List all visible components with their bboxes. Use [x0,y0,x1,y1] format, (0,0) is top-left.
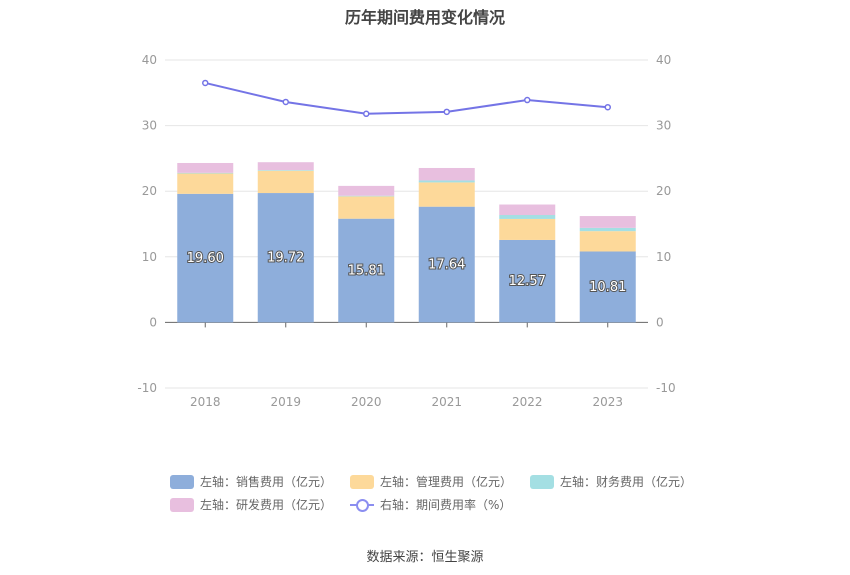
legend-swatch-expense-ratio [350,498,375,512]
legend-item-expense-ratio[interactable]: 右轴：期间费用率（%） [350,496,511,513]
bar-data-label: 17.64 [428,258,465,273]
y-axis-right-tick: 20 [656,184,671,198]
bar-segment [579,216,636,228]
bar-segment [418,182,475,207]
expense-ratio-point [202,79,209,87]
legend-swatch-rnd [170,497,194,512]
x-axis-tick-label: 2021 [431,395,462,409]
bar-segment [499,239,556,323]
legend-label-rnd: 左轴：研发费用（亿元） [200,498,333,512]
source-note: 数据来源：恒生聚源 [366,550,484,565]
expense-ratio-point [604,103,611,111]
expense-ratio-point [524,96,531,104]
y-axis-right-tick: 40 [656,53,671,67]
expense-ratio-point [282,98,289,106]
bar-segment [257,193,314,323]
y-axis-left-tick: -10 [137,381,157,395]
y-axis-left-tick: 30 [142,119,157,133]
bar-segment [338,185,395,196]
x-axis-tick-label: 2018 [190,395,221,409]
bar-segment [499,215,556,219]
bar-data-label: 10.81 [589,280,626,295]
bar-segment [177,193,234,323]
bar-segment [418,206,475,323]
x-axis-tick-label: 2022 [512,395,543,409]
y-axis-left-tick: 10 [142,250,157,264]
x-axis-tick-label: 2020 [351,395,382,409]
bar-segment [499,204,556,216]
bar-segment [338,195,395,197]
chart-legend: 左轴：销售费用（亿元） 左轴：管理费用（亿元） 左轴：财务费用（亿元） 左轴：研… [170,470,692,516]
bar-data-label: 12.57 [509,274,546,289]
legend-item-rnd[interactable]: 左轴：研发费用（亿元） [170,496,332,513]
bar-segment [338,196,395,219]
bar-segment [579,251,636,323]
bar-segment [257,170,314,171]
y-axis-left-tick: 20 [142,184,157,198]
legend-item-finance[interactable]: 左轴：财务费用（亿元） [530,473,692,490]
bar-segment [257,162,314,171]
chart-title: 历年期间费用变化情况 [344,8,505,27]
bar-segment [177,162,234,173]
legend-label-finance: 左轴：财务费用（亿元） [560,475,693,489]
bar-data-label: 19.72 [267,251,304,266]
chart-plot: -10 0 10 20 30 40 -10 0 10 20 30 40 2018 19.60 2019 19.… [137,53,676,409]
expense-ratio-point [443,108,450,116]
y-axis-right-tick: -10 [656,381,676,395]
legend-swatch-finance [530,474,555,489]
bar-segment [579,231,636,252]
legend-item-admin[interactable]: 左轴：管理费用（亿元） [350,473,512,490]
y-axis-left-tick: 0 [149,315,157,329]
bar-segment [499,218,556,240]
bar-segment [177,173,234,194]
bar-segment [579,227,636,232]
legend-swatch-sales [170,474,194,489]
bar-data-label: 15.81 [348,264,385,279]
expense-ratio-line [205,81,608,115]
x-axis-tick-label: 2019 [270,395,301,409]
expense-ratio-point [363,110,370,118]
bar-segment [418,180,475,183]
y-axis-right-tick: 10 [656,250,671,264]
bar-segment [177,172,234,174]
bar-segment [338,218,395,323]
y-axis-left-tick: 40 [142,53,157,67]
y-axis-right-tick: 0 [656,315,664,329]
bar-segment [257,170,314,194]
legend-label-expense-ratio: 右轴：期间费用率（%） [380,498,512,512]
bar-segment [418,167,475,181]
y-axis-right-tick: 30 [656,119,671,133]
legend-item-sales[interactable]: 左轴：销售费用（亿元） [170,473,332,490]
legend-label-sales: 左轴：销售费用（亿元） [200,475,333,489]
legend-label-admin: 左轴：管理费用（亿元） [380,475,513,489]
x-axis-tick-label: 2023 [592,395,623,409]
legend-swatch-admin [350,474,375,489]
bar-data-label: 19.60 [187,251,224,266]
